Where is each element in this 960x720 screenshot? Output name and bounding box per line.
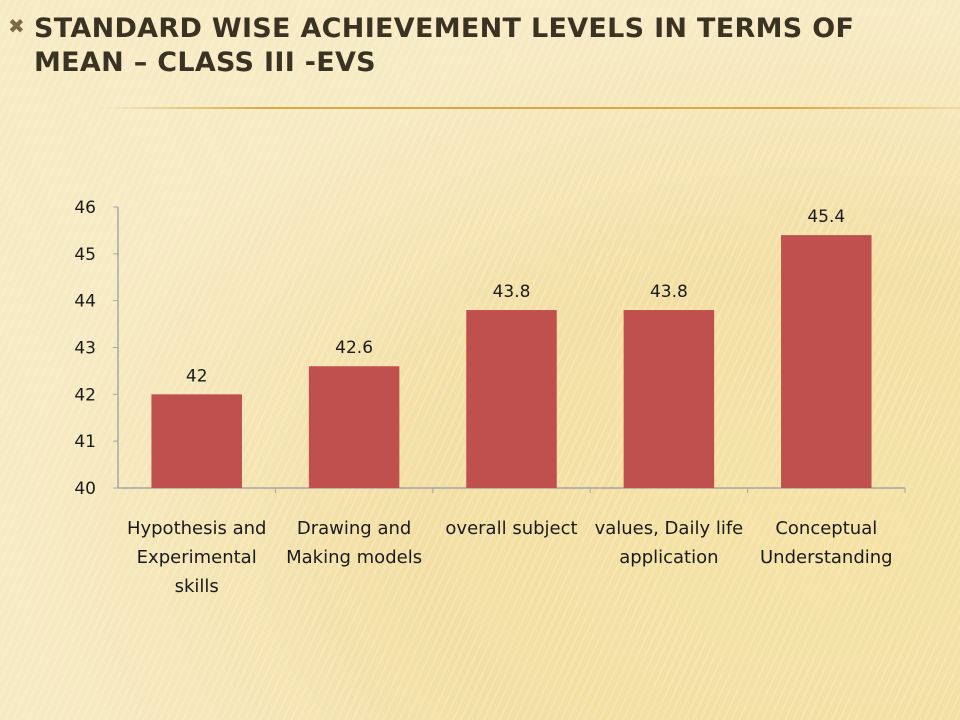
- bar: [623, 310, 715, 488]
- data-label: 43.8: [650, 282, 688, 302]
- title-underline: [96, 107, 960, 109]
- y-tick-label: 45: [74, 245, 96, 265]
- category-label: values, Daily life application: [595, 518, 744, 568]
- data-label: 42: [186, 366, 208, 386]
- y-tick-label: 40: [74, 479, 96, 499]
- bar: [466, 310, 557, 488]
- bar: [151, 394, 242, 488]
- y-tick-label: 46: [74, 198, 96, 218]
- data-label: 42.6: [335, 338, 373, 358]
- bar: [308, 366, 400, 488]
- y-tick-label: 42: [74, 385, 96, 405]
- y-tick-label: 43: [74, 339, 96, 359]
- data-label: 45.4: [807, 207, 845, 227]
- y-tick-label: 41: [74, 432, 96, 452]
- bar: [781, 235, 872, 488]
- data-label: 43.8: [493, 282, 531, 302]
- y-tick-label: 44: [74, 292, 96, 312]
- category-label: overall subject: [445, 518, 577, 539]
- category-label: Conceptual Understanding: [760, 518, 893, 568]
- category-label: Hypothesis and Experimental skills: [127, 518, 267, 597]
- category-label: Drawing and Making models: [286, 518, 422, 568]
- slide-title: Standard wise achievement levels in term…: [34, 13, 855, 78]
- title-bullet-icon: ✖: [8, 14, 25, 38]
